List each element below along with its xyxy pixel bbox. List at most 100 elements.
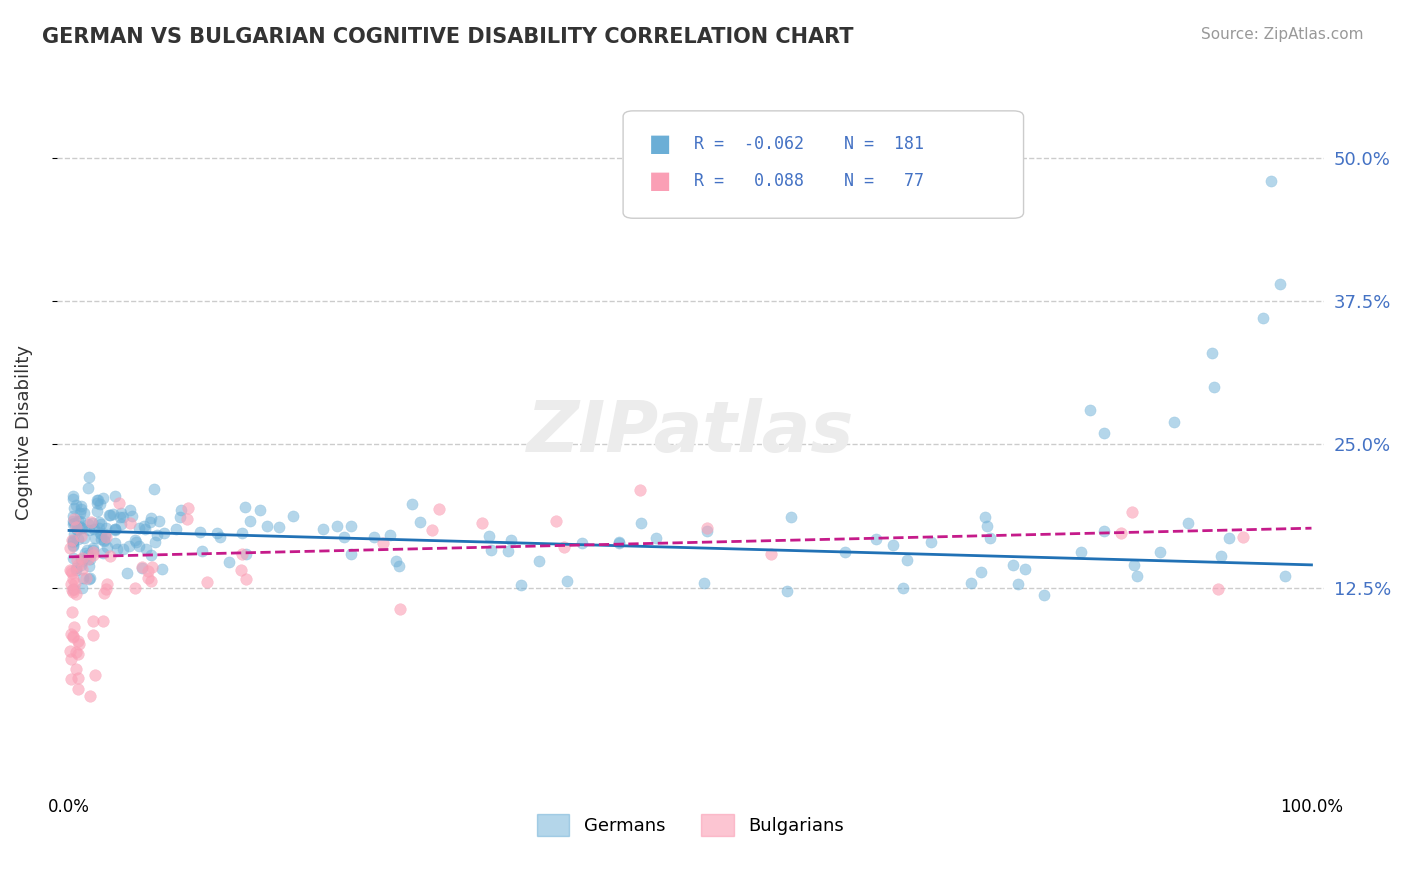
Point [62,533,84,548]
Point [409,515,432,529]
Point [208,530,231,544]
Point [339,519,361,533]
Point [1202,380,1225,394]
Point [83,522,105,536]
Point [170,503,193,517]
Point [112,541,135,556]
Point [93,491,115,506]
Point [65,520,87,534]
Point [93,586,115,600]
Point [363,530,385,544]
Point [70,581,93,595]
Point [67,671,90,685]
Point [1007,577,1029,591]
Point [544,514,567,528]
Point [62,514,84,528]
Point [62,538,84,552]
Point [143,535,166,549]
Point [607,536,630,550]
Point [385,554,408,568]
Point [249,503,271,517]
Point [79,515,101,529]
Point [118,502,141,516]
Point [427,502,450,516]
Point [628,483,651,498]
Point [1092,425,1115,440]
Point [388,602,411,616]
Point [76,543,98,558]
Point [93,534,115,549]
Point [62,533,84,547]
Point [150,562,173,576]
Point [69,500,91,514]
Point [70,551,93,566]
Point [1163,415,1185,429]
Point [104,522,127,536]
Point [1218,531,1240,545]
Point [169,510,191,524]
Point [94,529,117,543]
Point [135,541,157,556]
Point [145,527,167,541]
Point [59,541,82,556]
Point [959,575,981,590]
Point [891,581,914,595]
Y-axis label: Cognitive Disability: Cognitive Disability [15,345,32,521]
Point [70,552,93,566]
Point [340,547,363,561]
Point [60,566,83,581]
Point [761,547,783,561]
Point [89,521,111,535]
Point [77,559,100,574]
Point [62,550,84,565]
Point [94,521,117,535]
Point [60,533,83,548]
Point [62,630,84,644]
Point [98,549,121,564]
Point [1121,505,1143,519]
Point [235,572,257,586]
Point [82,545,104,559]
Point [882,538,904,552]
Point [239,514,262,528]
Point [67,634,90,648]
Point [79,552,101,566]
Point [139,574,162,589]
Point [696,524,718,539]
Point [67,532,90,546]
Point [478,528,501,542]
Point [72,554,94,568]
Point [696,521,718,535]
Point [80,516,103,530]
Point [970,565,993,579]
Point [118,539,141,553]
Point [527,554,550,568]
Point [93,527,115,541]
Point [98,508,121,522]
Point [373,536,395,550]
Point [79,689,101,703]
Point [72,571,94,585]
Point [104,536,127,550]
Point [267,520,290,534]
Point [131,560,153,574]
Point [1109,526,1132,541]
Point [63,619,86,633]
Point [82,614,104,628]
Point [1149,545,1171,559]
Point [104,523,127,537]
Point [326,519,349,533]
Point [66,514,89,528]
Point [191,543,214,558]
Point [96,540,118,554]
Point [65,576,87,591]
Point [67,636,90,650]
Point [69,558,91,572]
Text: Source: ZipAtlas.com: Source: ZipAtlas.com [1201,27,1364,42]
Point [63,516,86,530]
Point [82,548,104,562]
Point [1177,516,1199,530]
Point [1014,561,1036,575]
Point [96,576,118,591]
Point [79,523,101,537]
